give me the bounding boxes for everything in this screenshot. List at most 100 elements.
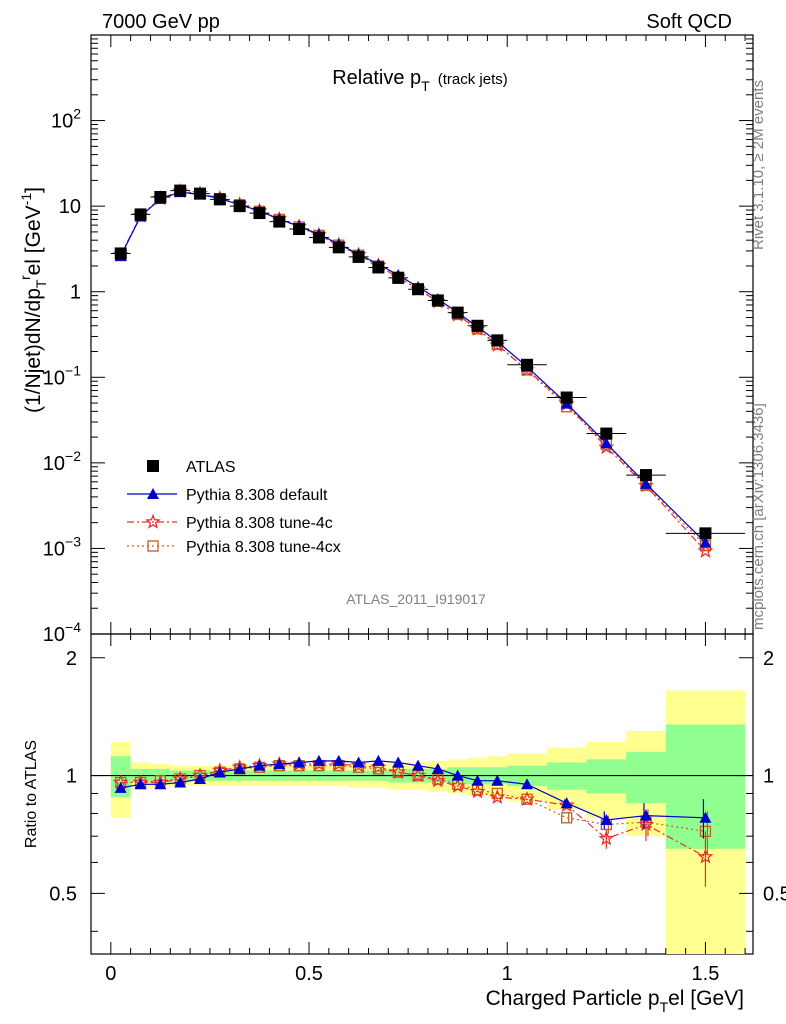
legend-marker bbox=[147, 540, 159, 552]
y-axis-label-end: ] bbox=[22, 187, 45, 193]
ratio-tick-label-right: 1 bbox=[763, 766, 774, 788]
x-axis-label: Charged Particle pTel [GeV] bbox=[486, 987, 744, 1015]
chart-title-suffix: (track jets) bbox=[438, 71, 508, 88]
ratio-series-point bbox=[697, 848, 714, 864]
ratio-series-point bbox=[311, 755, 327, 771]
ratio-series-point bbox=[352, 756, 365, 768]
atlas-data-point bbox=[471, 319, 484, 332]
x-tick-label: 0.5 bbox=[295, 963, 323, 985]
y-tick-label: 102 bbox=[51, 106, 81, 133]
y-tick-label: 10−4 bbox=[43, 619, 81, 646]
ratio-tick-label-right: 0.5 bbox=[763, 883, 786, 905]
ratio-series-point bbox=[372, 754, 385, 766]
atlas-data-point bbox=[639, 469, 652, 482]
ratio-series-point bbox=[638, 816, 654, 832]
ratio-series-point bbox=[449, 777, 466, 793]
y-tick-label: 10−3 bbox=[43, 533, 81, 560]
main-series-point bbox=[697, 542, 714, 558]
ratio-series-point bbox=[412, 759, 425, 771]
ratio-plot-frame bbox=[90, 633, 754, 955]
legend-marker bbox=[145, 513, 161, 529]
atlas-data-point bbox=[154, 190, 167, 203]
x-axis-label-sub: T bbox=[660, 999, 669, 1015]
ratio-plot-panel bbox=[90, 633, 754, 955]
legend-entry: ATLAS bbox=[147, 459, 236, 476]
ratio-series-point bbox=[471, 774, 484, 786]
chart-title-text: Relative p bbox=[332, 67, 421, 89]
ratio-series-point bbox=[332, 754, 345, 766]
ratio-series-point bbox=[213, 766, 226, 778]
y-axis-label: (1/Njet)dN/dpTrel [GeV-1] bbox=[17, 187, 49, 413]
atlas-data-point bbox=[253, 207, 266, 220]
y-tick-label: 1 bbox=[70, 282, 81, 304]
ratio-series-point bbox=[154, 778, 167, 790]
atlas-data-point bbox=[293, 223, 306, 236]
main-series-point bbox=[600, 437, 613, 449]
legend-label: Pythia 8.308 default bbox=[186, 487, 328, 504]
legend-entry: Pythia 8.308 tune-4c bbox=[127, 513, 333, 532]
y-axis-label-suffix-sup: -1 bbox=[18, 193, 34, 206]
ratio-series-point bbox=[174, 776, 187, 788]
analysis-label: ATLAS_2011_I919017 bbox=[346, 591, 486, 607]
ratio-series-point bbox=[233, 762, 246, 774]
atlas-data-point bbox=[213, 193, 226, 206]
ratio-series-point bbox=[253, 759, 266, 771]
ratio-series-point bbox=[194, 772, 207, 784]
legend-marker bbox=[147, 488, 159, 499]
x-tick-label: 1.5 bbox=[692, 963, 720, 985]
atlas-data-point bbox=[412, 283, 425, 296]
ratio-series-point bbox=[491, 787, 503, 800]
ratio-series-point bbox=[491, 774, 504, 786]
ratio-band-stat bbox=[586, 759, 627, 794]
legend: ATLAS Pythia 8.308 default Pythia 8.308 tu… bbox=[127, 459, 341, 556]
ratio-series-point bbox=[429, 772, 446, 788]
atlas-data-point bbox=[521, 358, 534, 371]
main-series-layer bbox=[110, 182, 746, 558]
ratio-series-point bbox=[392, 756, 405, 768]
y-tick-label-base: 10 bbox=[43, 453, 65, 475]
ratio-series-point bbox=[699, 811, 712, 823]
ratio-tick-label-left: 2 bbox=[66, 648, 77, 670]
ratio-series-point bbox=[431, 762, 444, 774]
y-axis-label-suffix: el [GeV bbox=[22, 205, 45, 275]
legend-label: ATLAS bbox=[186, 459, 236, 476]
chart-title-sub: T bbox=[421, 78, 430, 94]
ratio-series-point bbox=[273, 758, 286, 770]
atlas-data-point bbox=[352, 250, 365, 263]
ratio-series-point bbox=[519, 790, 535, 806]
ratio-series-point bbox=[469, 783, 486, 799]
y-tick-label: 10−1 bbox=[43, 362, 81, 389]
atlas-data-point bbox=[392, 271, 405, 284]
ratio-series-point bbox=[293, 756, 306, 768]
atlas-data-point bbox=[372, 261, 385, 274]
y-tick-label-base: 10 bbox=[59, 196, 81, 218]
atlas-data-point bbox=[332, 241, 345, 254]
ratio-series-point bbox=[598, 830, 615, 846]
atlas-data-point bbox=[600, 427, 613, 440]
ratio-series-point bbox=[330, 755, 347, 771]
header-right-label: Soft QCD bbox=[646, 11, 732, 33]
atlas-data-point bbox=[194, 187, 207, 200]
ratio-series-point bbox=[312, 754, 325, 766]
y-tick-label-base: 1 bbox=[70, 282, 81, 304]
ratio-series-point bbox=[561, 812, 573, 824]
header-left-label: 7000 GeV pp bbox=[102, 11, 220, 33]
atlas-data-point bbox=[451, 306, 464, 319]
main-series-point bbox=[598, 438, 615, 455]
y-tick-label-base: 10 bbox=[51, 111, 73, 133]
y-tick-label-exponent: −1 bbox=[65, 362, 81, 378]
main-series-point bbox=[699, 536, 712, 548]
ratio-series-point bbox=[600, 813, 613, 825]
y-axis-label-sup: r bbox=[17, 275, 33, 280]
atlas-data-point bbox=[491, 334, 504, 347]
y-tick-label-base: 10 bbox=[43, 367, 65, 389]
atlas-data-point bbox=[233, 200, 246, 213]
legend-entry: Pythia 8.308 default bbox=[127, 487, 328, 504]
x-axis-label-text: Charged Particle p bbox=[486, 987, 660, 1010]
y-tick-label: 10−2 bbox=[43, 448, 81, 475]
y-tick-label-exponent: 2 bbox=[73, 106, 81, 122]
ratio-series-layer bbox=[91, 690, 753, 954]
legend-label: Pythia 8.308 tune-4c bbox=[186, 515, 333, 532]
atlas-data-point bbox=[134, 208, 147, 221]
